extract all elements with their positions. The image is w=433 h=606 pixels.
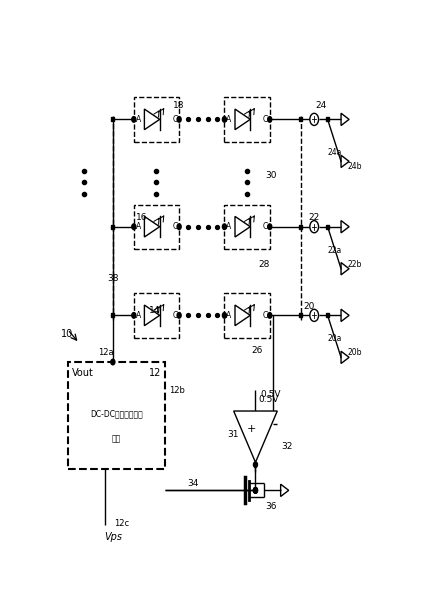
Text: 14: 14 [149, 306, 161, 315]
Text: C: C [172, 115, 178, 124]
Text: Vps: Vps [104, 532, 122, 542]
Bar [299, 225, 302, 229]
Text: 24a: 24a [327, 147, 342, 156]
Circle shape [132, 116, 136, 122]
Bar [326, 118, 329, 121]
Text: Vout: Vout [72, 368, 94, 378]
Text: A: A [226, 222, 231, 231]
Bar [326, 313, 329, 318]
Circle shape [223, 224, 226, 230]
Text: A: A [136, 222, 141, 231]
Circle shape [111, 359, 115, 365]
Text: 電源: 電源 [112, 435, 121, 444]
Text: 0.5V: 0.5V [260, 390, 281, 399]
Circle shape [132, 313, 136, 318]
Text: C: C [263, 311, 268, 320]
Circle shape [177, 313, 181, 318]
Text: 38: 38 [107, 273, 119, 282]
Circle shape [132, 224, 136, 230]
Text: A: A [136, 311, 141, 320]
Circle shape [177, 116, 181, 122]
Text: 12: 12 [149, 368, 162, 378]
Circle shape [310, 221, 319, 233]
Text: 36: 36 [265, 502, 276, 511]
Text: 20: 20 [304, 302, 315, 310]
Bar [134, 97, 179, 142]
Text: 26: 26 [252, 346, 263, 355]
Circle shape [253, 488, 258, 493]
Text: 18: 18 [172, 101, 184, 110]
Text: 30: 30 [265, 171, 276, 180]
Bar [68, 362, 165, 469]
Text: 12c: 12c [114, 519, 129, 527]
Bar [111, 225, 114, 229]
Bar [224, 97, 270, 142]
Text: +: + [247, 424, 256, 434]
Circle shape [223, 313, 226, 318]
Bar [224, 293, 270, 338]
Text: DC-DCコンバーター: DC-DCコンバーター [90, 409, 142, 418]
Text: A: A [226, 311, 231, 320]
Text: 31: 31 [227, 430, 239, 439]
Text: 12b: 12b [169, 385, 184, 395]
Text: 34: 34 [187, 479, 199, 488]
Text: A: A [226, 115, 231, 124]
Text: 24b: 24b [347, 162, 362, 170]
Circle shape [268, 224, 272, 230]
Bar [299, 313, 302, 318]
Bar [134, 205, 179, 249]
Text: 22a: 22a [327, 245, 342, 255]
Circle shape [253, 488, 258, 493]
Text: C: C [263, 222, 268, 231]
Text: 20a: 20a [327, 334, 342, 343]
Text: 22b: 22b [347, 259, 362, 268]
Bar [134, 293, 179, 338]
Text: C: C [172, 311, 178, 320]
Circle shape [268, 116, 272, 122]
Text: 20b: 20b [347, 348, 362, 357]
Text: 10: 10 [61, 329, 74, 339]
Text: A: A [136, 115, 141, 124]
Circle shape [253, 488, 258, 493]
Circle shape [268, 313, 272, 318]
Bar [111, 313, 114, 318]
Circle shape [310, 113, 319, 125]
Text: 28: 28 [258, 259, 270, 268]
Bar [111, 118, 114, 121]
Text: 24: 24 [315, 101, 326, 110]
Text: 32: 32 [281, 442, 293, 450]
Circle shape [310, 309, 319, 321]
Bar [299, 118, 302, 121]
Polygon shape [234, 411, 277, 462]
Text: 12a: 12a [98, 348, 114, 357]
Text: 22: 22 [309, 213, 320, 222]
Bar [224, 205, 270, 249]
Circle shape [177, 224, 181, 230]
Text: 0.5V: 0.5V [258, 395, 279, 404]
Circle shape [253, 462, 258, 467]
Text: C: C [263, 115, 268, 124]
Text: C: C [172, 222, 178, 231]
Bar [326, 225, 329, 229]
Circle shape [223, 116, 226, 122]
Text: 16: 16 [136, 213, 147, 222]
